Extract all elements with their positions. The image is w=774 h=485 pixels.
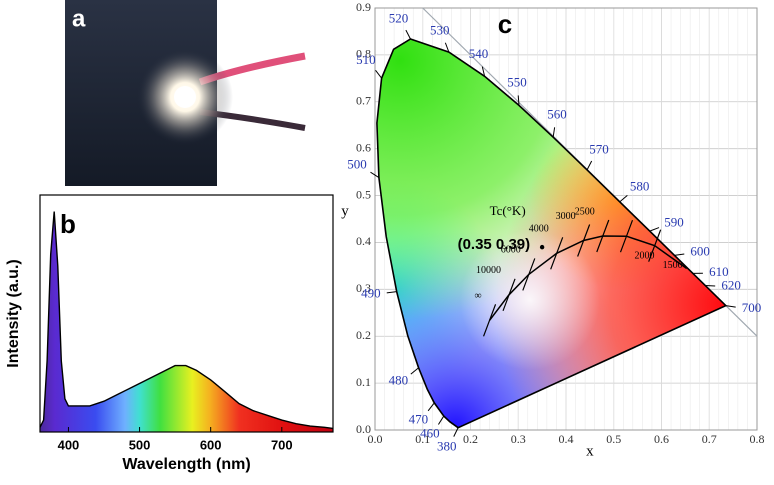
spectrum-fill xyxy=(40,211,333,432)
panel-label: a xyxy=(72,5,86,32)
chromaticity-point xyxy=(539,244,545,250)
x-tick-label: 700 xyxy=(271,437,293,452)
y-tick-label: 0.8 xyxy=(356,47,371,61)
locus-tick xyxy=(586,160,593,171)
locus-tick xyxy=(481,66,486,77)
x-tick-label: 0.8 xyxy=(750,432,765,446)
x-axis-label: Wavelength (nm) xyxy=(122,456,250,473)
locus-tick xyxy=(705,284,716,287)
y-tick-label: 0.5 xyxy=(356,187,371,201)
x-tick-label: 500 xyxy=(129,437,151,452)
isotherm xyxy=(596,219,610,253)
wavelength-label: 550 xyxy=(507,74,527,89)
locus-tick xyxy=(375,69,383,79)
x-axis-label: x xyxy=(586,443,594,459)
wavelength-label: 580 xyxy=(630,179,650,194)
y-tick-label: 0.7 xyxy=(356,94,371,108)
wavelength-label: 490 xyxy=(361,285,381,300)
isotherm xyxy=(577,224,591,257)
temperature-label: 3000 xyxy=(556,211,576,222)
wavelength-label: 700 xyxy=(742,300,762,315)
temperature-label: 2000 xyxy=(634,251,654,262)
locus-tick xyxy=(405,29,411,40)
x-tick-label: 600 xyxy=(200,437,222,452)
y-axis-label: Intensity (a.u.) xyxy=(5,259,22,367)
x-tick-label: 0.6 xyxy=(654,432,669,446)
planckian-title: Tc(°K) xyxy=(490,203,526,218)
wavelength-label: 570 xyxy=(589,141,609,156)
panel-label: b xyxy=(60,209,76,239)
spectrum-line xyxy=(39,211,334,430)
wavelength-label: 470 xyxy=(409,411,429,426)
locus-tick xyxy=(649,227,660,232)
spectral-locus xyxy=(376,38,728,429)
isotherm xyxy=(502,278,516,312)
locus-tick xyxy=(674,253,685,256)
y-tick-label: 0.0 xyxy=(356,422,371,436)
cie-panel: 0.0 0.1 0.2 0.3 0.4 0.5 0.6 0.7 0.8 0.0 0.1 0.2 0.3 0… xyxy=(341,0,764,459)
wavelength-label: 530 xyxy=(430,23,450,38)
wavelength-label: 500 xyxy=(347,157,367,172)
isotherm xyxy=(482,304,497,337)
y-tick-label: 0.4 xyxy=(356,234,371,248)
locus-tick xyxy=(410,367,419,375)
wavelength-label: 560 xyxy=(547,106,567,121)
x-tick-label: 0.3 xyxy=(511,432,526,446)
temperature-label: 2500 xyxy=(575,206,595,217)
wavelength-label: 540 xyxy=(469,46,489,61)
locus-tick xyxy=(725,305,736,308)
locus-tick xyxy=(427,402,435,412)
photo-panel: a xyxy=(65,0,306,186)
y-tick-label: 0.2 xyxy=(356,328,371,342)
locus-tick xyxy=(552,127,556,138)
panel-label: c xyxy=(498,9,512,39)
y-axis-label: y xyxy=(341,203,349,219)
locus-tick xyxy=(517,95,520,106)
temperature-label: 6000 xyxy=(501,245,521,256)
temperature-label: 10000 xyxy=(476,265,501,276)
temperature-label: 1500 xyxy=(663,260,683,271)
x-tick-label: 0.0 xyxy=(368,432,383,446)
isotherm xyxy=(619,219,634,253)
locus-tick xyxy=(370,171,380,178)
isotherm xyxy=(648,229,662,262)
temperature-label: ∞ xyxy=(474,291,481,302)
y-tick-label: 0.9 xyxy=(356,0,371,14)
wavelength-label: 600 xyxy=(690,243,710,258)
isotherm xyxy=(550,237,564,270)
isotherm xyxy=(522,258,536,291)
plot-frame xyxy=(374,7,758,431)
x-tick-label: 400 xyxy=(58,437,80,452)
y-tick-label: 0.1 xyxy=(356,375,371,389)
locus-tick xyxy=(444,42,450,53)
x-tick-label: 0.1 xyxy=(415,432,430,446)
wavelength-label: 460 xyxy=(420,426,440,441)
point-label: (0.35 0.39) xyxy=(458,236,531,253)
locus-tick xyxy=(453,427,459,437)
wavelength-label: 510 xyxy=(356,52,376,67)
wavelength-label: 480 xyxy=(389,373,409,388)
locus-tick xyxy=(619,195,628,203)
x-tick-label: 0.5 xyxy=(606,432,621,446)
wavelength-label: 620 xyxy=(721,278,741,293)
x-tick-label: 0.2 xyxy=(463,432,478,446)
led xyxy=(174,86,196,108)
wavelength-label: 520 xyxy=(389,10,409,25)
plot-frame xyxy=(39,194,334,433)
y-tick-label: 0.6 xyxy=(356,140,371,154)
wavelength-label: 610 xyxy=(709,264,729,279)
x-tick-label: 0.7 xyxy=(702,432,717,446)
spectrum-panel: 400 500 600 700 Wavelength (nm) Intensity (a.… xyxy=(5,194,334,473)
locus-tick xyxy=(438,415,445,425)
wavelength-label: 590 xyxy=(664,214,684,229)
y-tick-label: 0.3 xyxy=(356,281,371,295)
wavelength-label: 380 xyxy=(437,438,457,453)
x-tick-label: 0.4 xyxy=(559,432,574,446)
temperature-label: 4000 xyxy=(529,224,549,235)
locus-tick xyxy=(386,291,397,294)
